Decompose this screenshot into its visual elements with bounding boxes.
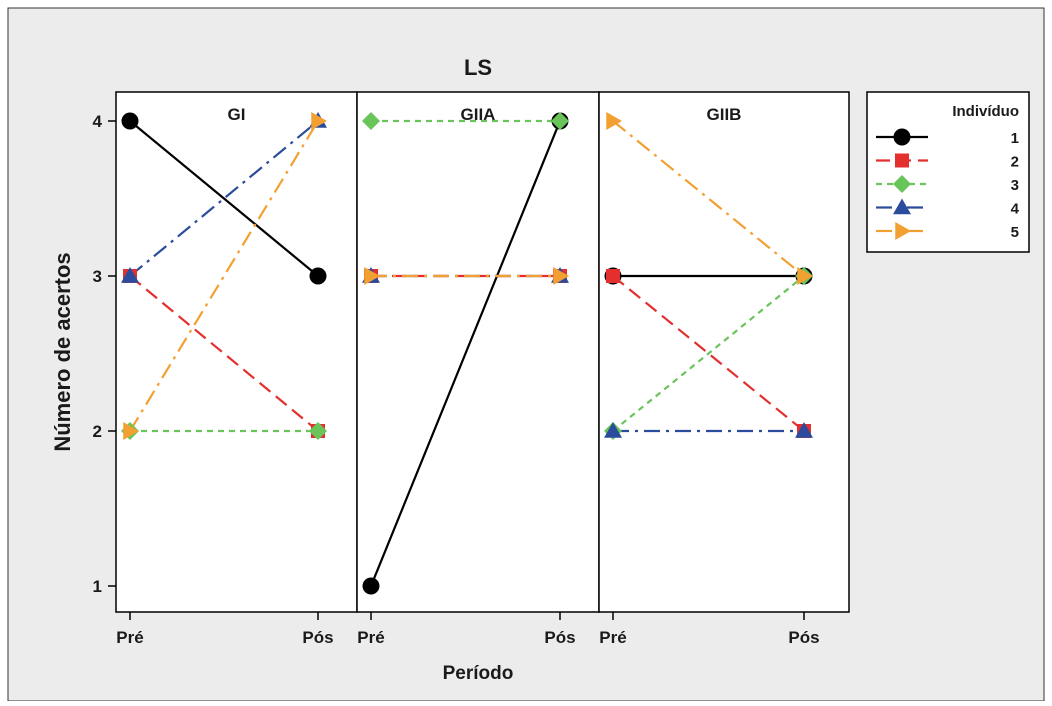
data-point (362, 577, 380, 595)
data-point (123, 422, 139, 440)
panel-label: GI (228, 105, 246, 124)
legend-marker (893, 128, 911, 146)
chart-title: LS (464, 55, 492, 80)
data-point (362, 112, 380, 130)
panel-gi (115, 91, 358, 613)
x-tick-label: Pós (302, 628, 333, 647)
legend-entry: 3 (1011, 177, 1019, 194)
legend-marker (895, 153, 909, 168)
legend-entry: 4 (1011, 201, 1020, 218)
data-point (311, 112, 327, 130)
series-line-5 (612, 120, 805, 277)
data-point (551, 112, 569, 130)
data-point (797, 267, 813, 285)
panel-label: GIIA (461, 105, 496, 124)
y-tick-label: 3 (93, 267, 102, 286)
series-line-5 (129, 120, 319, 432)
legend-entry: 2 (1011, 154, 1019, 171)
x-tick-label: Pré (357, 628, 384, 647)
data-point (121, 267, 139, 283)
panel-giib (598, 91, 850, 613)
panel-giia (356, 91, 600, 613)
x-tick-label: Pré (116, 628, 143, 647)
x-axis-label: Período (443, 663, 514, 684)
series-line-3 (612, 275, 805, 432)
data-point (795, 422, 813, 438)
legend-marker (893, 198, 911, 215)
panel-label: GIIB (707, 105, 742, 124)
series-line-1 (369, 120, 562, 587)
data-point (364, 267, 380, 285)
legend-title: Indivíduo (952, 103, 1019, 120)
series-line-4 (129, 120, 319, 277)
y-tick-label: 4 (93, 112, 103, 131)
legend-marker (893, 175, 911, 193)
y-tick-label: 1 (93, 577, 102, 596)
y-tick-label: 2 (93, 422, 102, 441)
data-point (606, 269, 620, 283)
data-point (604, 422, 622, 438)
legend-marker (895, 222, 911, 240)
data-point (309, 422, 327, 440)
y-axis-label: Número de acertos (50, 252, 75, 451)
x-tick-label: Pós (788, 628, 819, 647)
series-line-1 (129, 120, 319, 277)
legend-entry: 1 (1011, 130, 1019, 147)
x-tick-label: Pré (599, 628, 626, 647)
legend-box (866, 91, 1030, 253)
legend-entry: 5 (1011, 224, 1019, 241)
data-point (553, 267, 569, 285)
data-point (309, 267, 327, 285)
x-tick-label: Pós (544, 628, 575, 647)
data-point (606, 112, 622, 130)
data-point (121, 112, 139, 130)
